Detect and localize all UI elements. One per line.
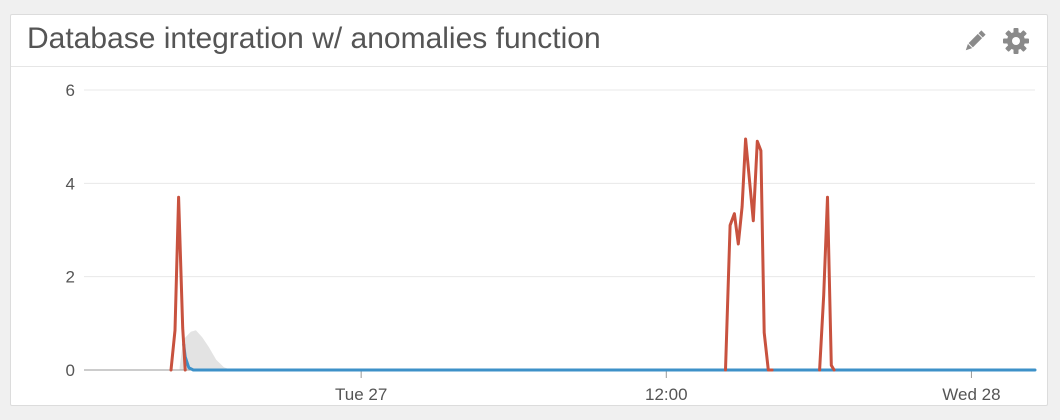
gear-icon	[1003, 28, 1029, 54]
x-tick-label: Wed 28	[942, 385, 1000, 404]
widget-header: Database integration w/ anomalies functi…	[11, 15, 1047, 67]
y-tick-label: 2	[66, 268, 75, 287]
y-tick-label: 0	[66, 361, 75, 380]
widget-title: Database integration w/ anomalies functi…	[27, 22, 601, 55]
timeseries-widget: Database integration w/ anomalies functi…	[10, 14, 1048, 406]
anomaly-series-line	[818, 195, 836, 372]
y-tick-label: 6	[66, 81, 75, 100]
line-chart: 0 2 4 6 Tue 27 12:00 Wed 28	[66, 81, 1037, 404]
y-tick-label: 4	[66, 174, 75, 193]
x-tick-label: 12:00	[645, 385, 688, 404]
anomaly-band	[179, 330, 232, 370]
settings-button[interactable]	[1002, 27, 1030, 55]
metric-series-line	[182, 342, 1037, 372]
anomaly-series-line	[169, 195, 187, 372]
edit-button[interactable]	[961, 27, 989, 55]
x-tick-label: Tue 27	[335, 385, 387, 404]
pencil-icon	[965, 30, 986, 51]
anomaly-series-line	[724, 137, 774, 372]
